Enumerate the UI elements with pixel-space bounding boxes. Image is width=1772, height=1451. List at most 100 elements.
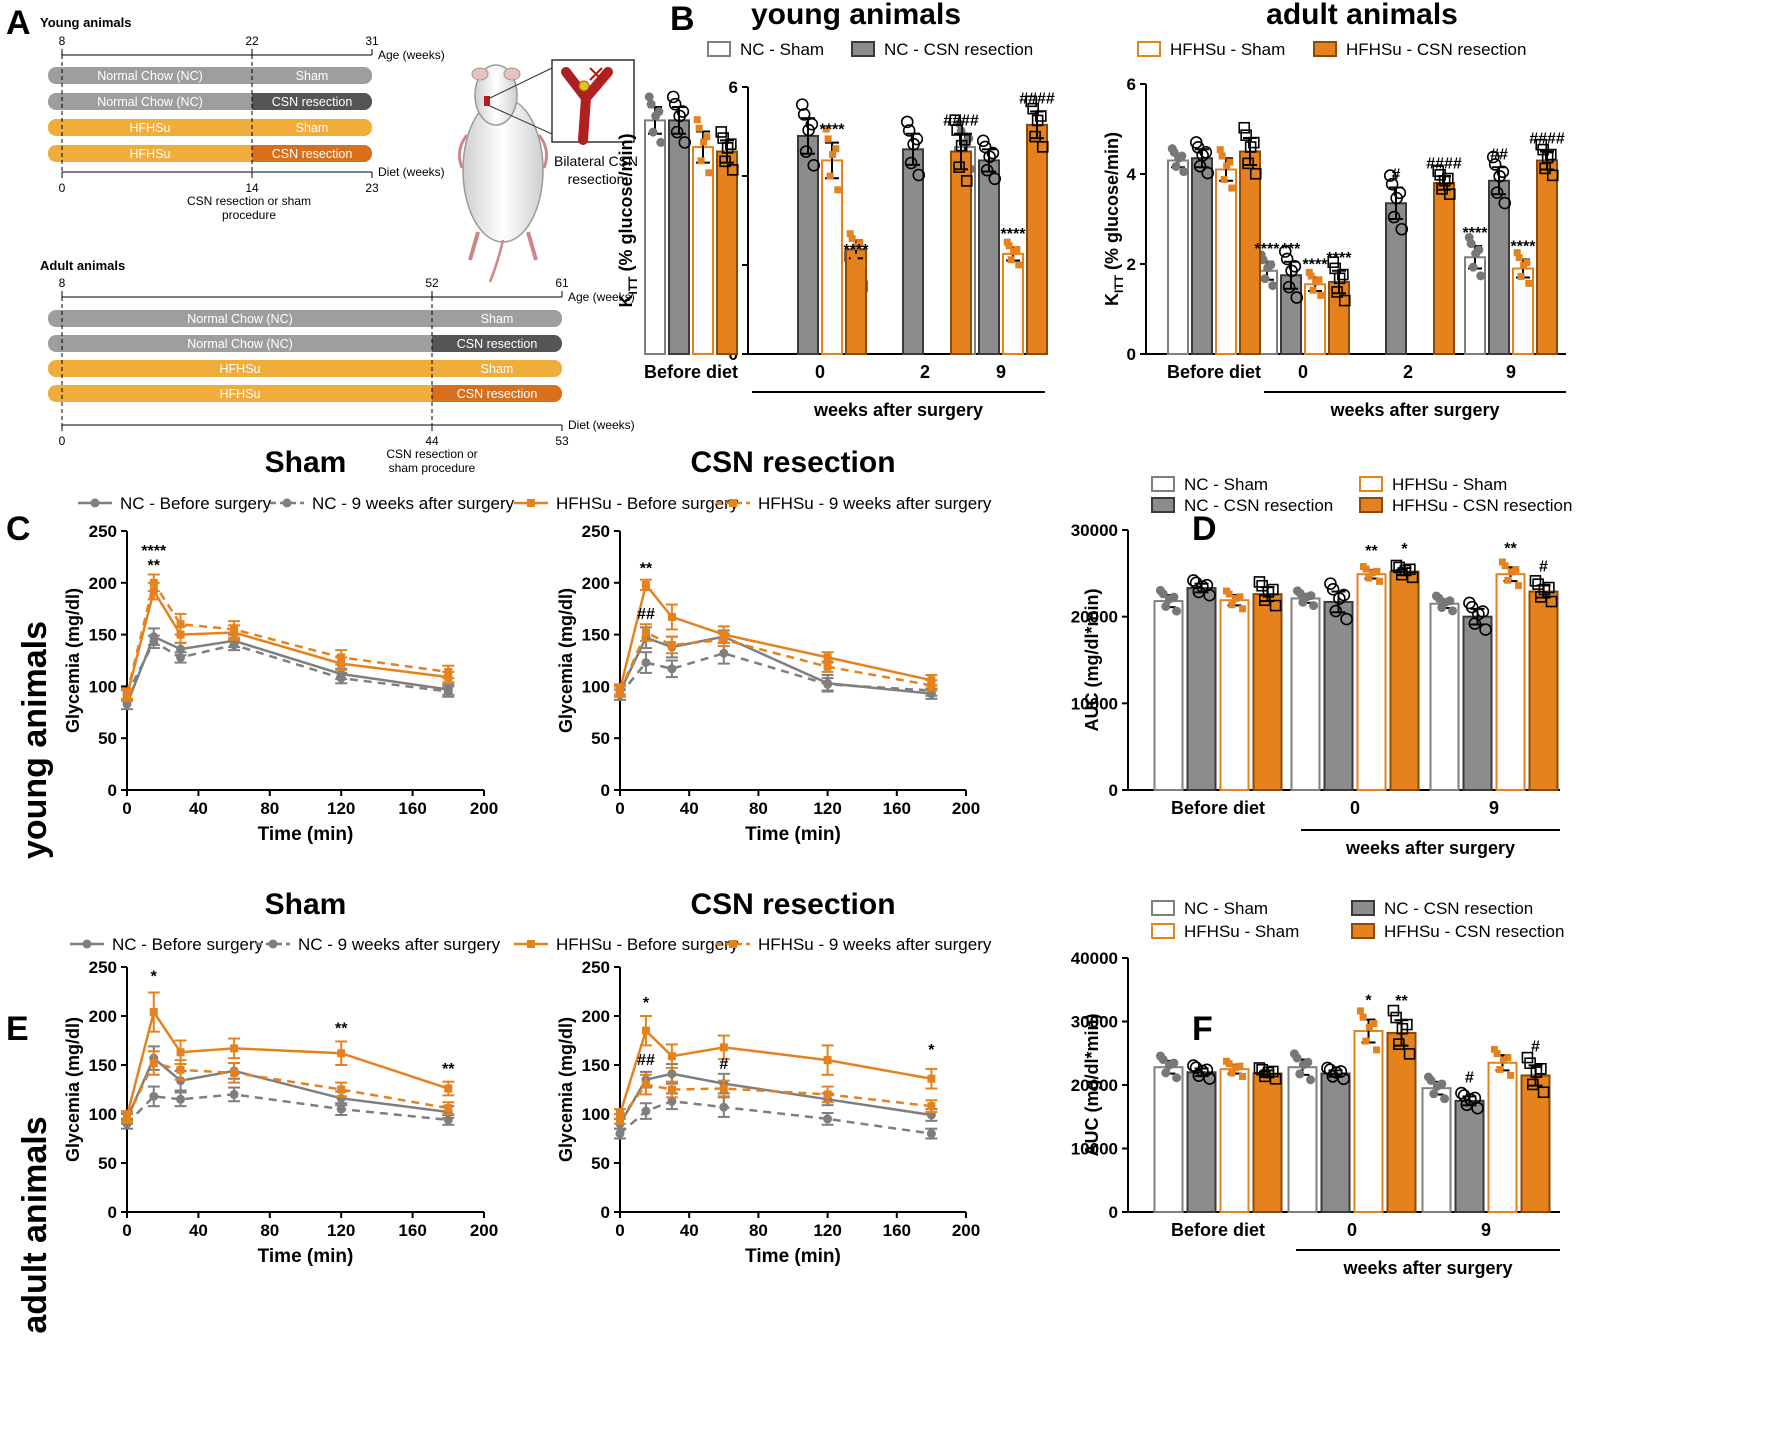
C-csn-point xyxy=(616,687,624,696)
B-young-y-label-sub: ITT xyxy=(626,276,640,295)
D-bar xyxy=(1153,600,1184,791)
C-csn-significance: ** xyxy=(640,560,653,577)
B-young-data-point xyxy=(959,133,971,146)
E-csn-series-line xyxy=(619,1083,932,1120)
E-sham-point xyxy=(176,1048,185,1057)
B-adult-bar xyxy=(1191,157,1213,355)
B-young-group-label: 9 xyxy=(996,362,1006,382)
B-young-data-point xyxy=(902,124,916,137)
B-adult-data-point xyxy=(1191,141,1205,154)
D-legend-label: HFHSu - Sham xyxy=(1392,475,1507,494)
B-adult-data-point xyxy=(1242,157,1254,170)
panel-label-b: B xyxy=(670,0,695,38)
B-young-y-label: KITT (% glucose/min) xyxy=(616,133,640,307)
E-sham-significance: * xyxy=(151,969,158,986)
B-adult-data-point xyxy=(1443,188,1456,200)
B-young-group-label: 2 xyxy=(920,362,930,382)
F-group-label: Before diet xyxy=(1171,1220,1265,1240)
E-csn-point xyxy=(719,1043,728,1052)
row-e-legend-label: HFHSu - 9 weeks after surgery xyxy=(758,935,992,954)
C-csn-title: CSN resection xyxy=(690,446,895,479)
panel-label-f: F xyxy=(1192,1010,1213,1048)
B-young-data-point xyxy=(648,127,658,137)
B-adult-significance: **** xyxy=(1255,241,1281,258)
young-timeline-surgery-segment xyxy=(252,145,372,162)
B-adult-y-label-sub: ITT xyxy=(1112,274,1126,293)
B-young-data-point xyxy=(705,169,713,177)
E-csn-y-tick-label: 200 xyxy=(582,1007,610,1026)
B-adult-data-point xyxy=(1263,263,1273,273)
B-young-bar xyxy=(978,159,1000,355)
D-data-point xyxy=(1515,582,1523,590)
F-data-point xyxy=(1158,1055,1168,1065)
E-csn-y-tick-label: 0 xyxy=(601,1203,610,1222)
F-data-point xyxy=(1323,1063,1337,1077)
row-e-legend-label: NC - 9 weeks after surgery xyxy=(298,935,501,954)
E-sham-significance: ** xyxy=(335,1021,348,1038)
B-young-data-point xyxy=(848,235,856,243)
C-sham-x-tick-label: 160 xyxy=(398,799,426,818)
F-data-point xyxy=(1373,1046,1381,1054)
F-legend-swatch xyxy=(1351,900,1375,916)
D-data-point xyxy=(1253,576,1266,588)
C-csn-point xyxy=(719,648,729,658)
B-adult-data-point xyxy=(1493,169,1506,183)
B-adult-data-point xyxy=(1282,280,1296,294)
D-significance: ** xyxy=(1365,543,1378,560)
D-legend-swatch xyxy=(1151,476,1175,492)
D-data-point xyxy=(1203,588,1216,602)
C-csn-x-tick-label: 40 xyxy=(680,799,699,818)
B-young-data-point xyxy=(900,115,914,129)
C-csn-significance: ## xyxy=(637,606,655,623)
D-legend-label: HFHSu - CSN resection xyxy=(1392,496,1572,515)
E-csn-point xyxy=(823,1056,832,1065)
B-young-data-point xyxy=(951,124,963,136)
B-adult-data-point xyxy=(1260,274,1270,284)
row-c-legend-label: NC - Before surgery xyxy=(120,494,272,513)
B-adult-data-point xyxy=(1226,158,1234,166)
young-timeline-diet-label: Normal Chow (NC) xyxy=(97,95,203,109)
B-young-data-point xyxy=(644,92,654,102)
F-bar xyxy=(1454,1099,1485,1213)
B-young-data-point xyxy=(807,159,821,172)
E-csn-significance: ## xyxy=(637,1052,655,1069)
F-bar xyxy=(1153,1066,1184,1213)
adult-timeline-diet-tick-label: 53 xyxy=(555,434,569,448)
B-young-data-point xyxy=(1003,238,1011,246)
F-data-point xyxy=(1225,1060,1233,1068)
C-csn-point xyxy=(823,679,833,689)
young-timeline-surgery-label: Sham xyxy=(296,69,329,83)
B-adult-data-point xyxy=(1309,286,1317,294)
B-adult-data-point xyxy=(1385,177,1399,191)
F-data-point xyxy=(1370,1019,1378,1027)
B-young-data-point xyxy=(673,109,686,123)
E-sham-point xyxy=(230,1044,239,1053)
B-adult-data-point xyxy=(1520,262,1528,270)
F-data-point xyxy=(1490,1045,1498,1053)
F-bar xyxy=(1186,1071,1217,1214)
B-adult-legend-swatch xyxy=(1313,41,1337,57)
B-adult-data-point xyxy=(1305,268,1313,276)
D-data-point xyxy=(1406,571,1419,584)
E-sham-point xyxy=(149,1091,159,1101)
B-young-data-point xyxy=(646,99,656,109)
E-csn-point xyxy=(823,1090,832,1099)
adult-timeline-diet-label: Normal Chow (NC) xyxy=(187,337,293,351)
B-adult-data-point xyxy=(1387,210,1401,224)
D-data-point xyxy=(1236,593,1244,601)
C-csn-point xyxy=(641,580,650,589)
D-data-point xyxy=(1228,601,1236,609)
C-csn-series-line xyxy=(619,651,932,696)
C-sham-x-tick-label: 200 xyxy=(470,799,498,818)
F-data-point xyxy=(1330,1066,1343,1079)
E-csn-x-tick-label: 120 xyxy=(813,1221,841,1240)
E-csn-point xyxy=(927,1074,936,1083)
B-young-data-point xyxy=(955,139,968,152)
B-adult-data-point xyxy=(1546,169,1559,182)
C-sham-point xyxy=(444,667,453,676)
B-young-data-point xyxy=(678,136,692,149)
panel-label-d: D xyxy=(1192,510,1217,548)
F-data-point xyxy=(1496,1065,1504,1073)
C-csn-point xyxy=(667,640,676,649)
